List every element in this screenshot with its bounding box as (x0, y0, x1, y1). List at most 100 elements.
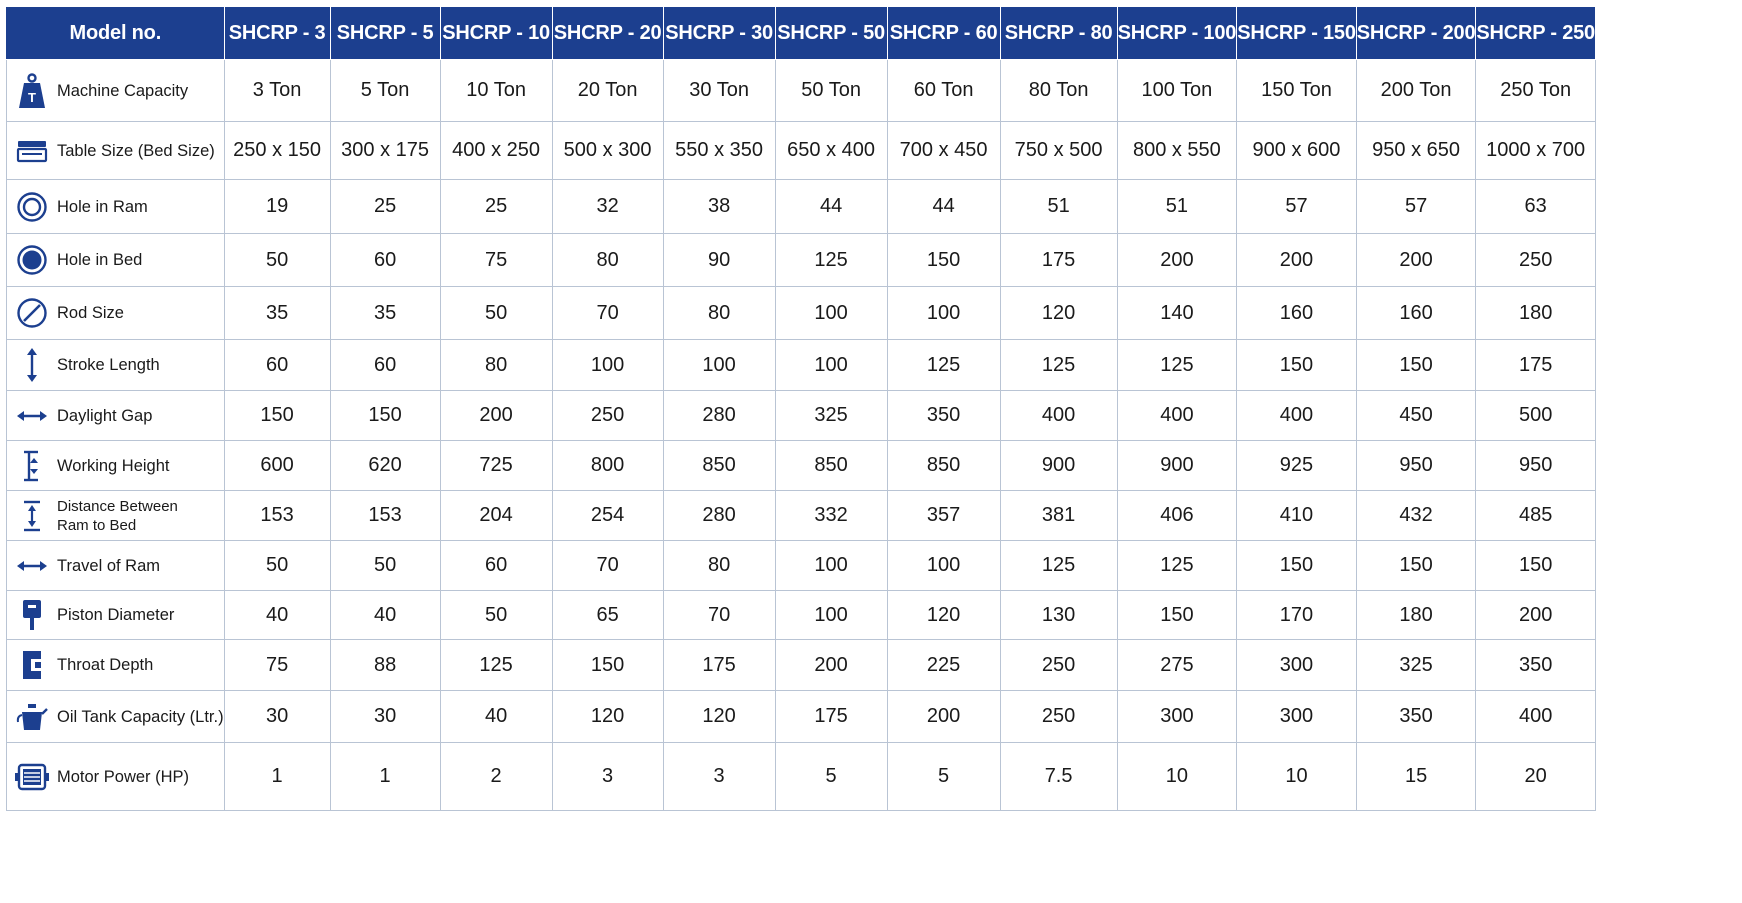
row-label-cell: Hole in Bed (6, 233, 225, 287)
value-cell: 35 (223, 286, 331, 340)
value-cell: 25 (329, 179, 441, 234)
row-label-line: Distance Between (57, 497, 178, 515)
value-cell: 100 (774, 540, 888, 591)
value-cell: 100 (886, 286, 1001, 340)
value-cell: 125 (999, 540, 1118, 591)
value-cell: 750 x 500 (999, 121, 1118, 180)
value-cell: 600 (223, 440, 331, 491)
value-cell: 57 (1355, 179, 1477, 234)
value-cell: 80 (662, 540, 776, 591)
value-cell: 325 (1355, 639, 1477, 691)
row-label: Distance Between Ram to Bed (57, 497, 178, 535)
model-header: SHCRP - 3 (223, 6, 331, 60)
model-no-header: Model no. (6, 6, 225, 60)
value-cell: 150 (1236, 339, 1357, 391)
value-cell: 80 Ton (999, 59, 1118, 122)
value-cell: 650 x 400 (774, 121, 888, 180)
row-label-cell: Oil Tank Capacity (Ltr.) (6, 690, 225, 743)
value-cell: 50 Ton (774, 59, 888, 122)
row-label: Piston Diameter (57, 606, 175, 624)
value-cell: 160 (1355, 286, 1477, 340)
value-cell: 7.5 (999, 742, 1118, 811)
row-label-cell: Daylight Gap (6, 390, 225, 441)
model-header: SHCRP - 30 (662, 6, 776, 60)
value-cell: 200 (1355, 233, 1477, 287)
value-cell: 100 (774, 590, 888, 640)
value-cell: 3 (662, 742, 776, 811)
value-cell: 125 (1116, 540, 1238, 591)
row-label-cell: Travel of Ram (6, 540, 225, 591)
value-cell: 280 (662, 390, 776, 441)
spec-row: Stroke Length 60 60 80 100 100 100 125 125 125 150… (6, 339, 1596, 391)
row-label-cell: Motor Power (HP) (6, 742, 225, 811)
value-cell: 130 (999, 590, 1118, 640)
value-cell: 5 Ton (329, 59, 441, 122)
value-cell: 40 (223, 590, 331, 640)
throat-icon (7, 645, 57, 685)
value-cell: 140 (1116, 286, 1238, 340)
spec-row: Piston Diameter 40 40 50 65 70 100 120 130 150 170… (6, 590, 1596, 640)
row-label: Stroke Length (57, 356, 160, 374)
value-cell: 65 (551, 590, 664, 640)
value-cell: 254 (551, 490, 664, 541)
value-cell: 850 (774, 440, 888, 491)
row-label: Travel of Ram (57, 556, 160, 575)
value-cell: 1 (223, 742, 331, 811)
spec-table: Model no. SHCRP - 3 SHCRP - 5 SHCRP - 10… (6, 6, 1596, 811)
value-cell: 125 (999, 339, 1118, 391)
spec-row: T Machine Capacity 3 Ton 5 Ton 10 Ton 20 Ton 3… (6, 59, 1596, 122)
value-cell: 50 (439, 590, 553, 640)
value-cell: 204 (439, 490, 553, 541)
value-cell: 30 (223, 690, 331, 743)
value-cell: 250 x 150 (223, 121, 331, 180)
oil-can-icon (7, 697, 57, 737)
value-cell: 150 (1355, 540, 1477, 591)
value-cell: 125 (1116, 339, 1238, 391)
value-cell: 10 Ton (439, 59, 553, 122)
value-cell: 100 (774, 286, 888, 340)
spec-row: Motor Power (HP) 1 1 2 3 3 5 5 7.5 10 10 15 20 (6, 742, 1596, 811)
value-cell: 10 (1116, 742, 1238, 811)
value-cell: 125 (886, 339, 1001, 391)
value-cell: 51 (999, 179, 1118, 234)
value-cell: 50 (223, 540, 331, 591)
model-header: SHCRP - 20 (551, 6, 664, 60)
value-cell: 19 (223, 179, 331, 234)
value-cell: 850 (886, 440, 1001, 491)
value-cell: 175 (662, 639, 776, 691)
value-cell: 800 (551, 440, 664, 491)
row-label: Daylight Gap (57, 406, 153, 425)
value-cell: 250 Ton (1475, 59, 1596, 122)
row-label-cell: Distance Between Ram to Bed (6, 490, 225, 541)
value-cell: 180 (1355, 590, 1477, 640)
motor-icon (7, 757, 57, 797)
value-cell: 44 (774, 179, 888, 234)
value-cell: 150 (329, 390, 441, 441)
value-cell: 250 (551, 390, 664, 441)
value-cell: 100 (886, 540, 1001, 591)
value-cell: 200 (886, 690, 1001, 743)
value-cell: 700 x 450 (886, 121, 1001, 180)
value-cell: 400 x 250 (439, 121, 553, 180)
value-cell: 850 (662, 440, 776, 491)
value-cell: 357 (886, 490, 1001, 541)
value-cell: 275 (1116, 639, 1238, 691)
value-cell: 70 (662, 590, 776, 640)
value-cell: 150 (886, 233, 1001, 287)
height-bracket-icon (7, 446, 57, 486)
value-cell: 925 (1236, 440, 1357, 491)
model-header: SHCRP - 150 (1236, 6, 1357, 60)
spec-row: Oil Tank Capacity (Ltr.) 30 30 40 120 120 175 2… (6, 690, 1596, 743)
model-header: SHCRP - 200 (1355, 6, 1477, 60)
value-cell: 175 (1475, 339, 1596, 391)
horizontal-arrow-icon (7, 396, 57, 436)
value-cell: 70 (551, 540, 664, 591)
value-cell: 500 (1475, 390, 1596, 441)
row-label: Motor Power (HP) (57, 767, 190, 786)
value-cell: 485 (1475, 490, 1596, 541)
value-cell: 120 (999, 286, 1118, 340)
value-cell: 38 (662, 179, 776, 234)
value-cell: 280 (662, 490, 776, 541)
value-cell: 250 (1475, 233, 1596, 287)
value-cell: 225 (886, 639, 1001, 691)
